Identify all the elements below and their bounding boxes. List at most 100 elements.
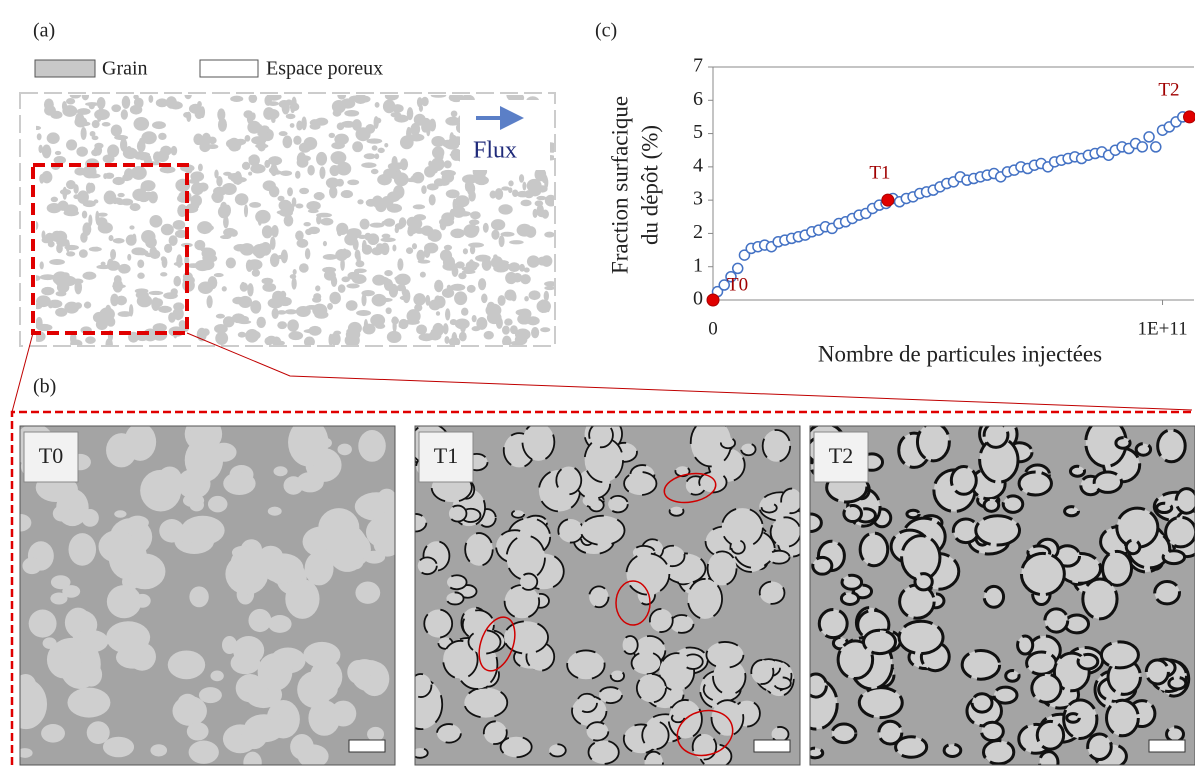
grain — [199, 258, 215, 271]
pore — [900, 534, 942, 582]
grain — [463, 224, 479, 238]
grain — [544, 281, 554, 287]
pore — [303, 641, 341, 668]
y-tick-label: 4 — [693, 154, 703, 176]
grain — [221, 183, 237, 195]
pore — [810, 746, 825, 760]
grain — [245, 259, 253, 272]
grain — [352, 238, 359, 251]
grain — [105, 338, 113, 345]
grain — [173, 275, 182, 287]
image-label: T1 — [434, 443, 458, 468]
grain — [443, 244, 453, 251]
grain — [319, 166, 326, 179]
grain — [355, 260, 365, 268]
grain — [479, 172, 486, 183]
pore — [308, 700, 341, 736]
pore — [730, 539, 746, 555]
grain — [330, 151, 347, 165]
grain — [49, 258, 65, 266]
grain — [148, 191, 158, 204]
grain — [39, 173, 45, 184]
micrograph — [415, 426, 800, 765]
legend-swatch — [34, 59, 96, 78]
grain — [190, 194, 203, 207]
panel-label: (a) — [33, 20, 55, 42]
pore — [1030, 672, 1063, 704]
grain — [450, 283, 466, 291]
grain — [243, 204, 249, 218]
pore — [50, 575, 71, 590]
grain — [36, 221, 39, 230]
grain — [394, 275, 406, 281]
grain — [265, 109, 280, 120]
pore — [720, 507, 764, 549]
grain — [366, 138, 383, 144]
grain — [371, 195, 384, 208]
pore — [898, 583, 936, 620]
grain — [450, 110, 458, 118]
grain — [439, 220, 447, 231]
grain — [137, 98, 144, 108]
grain — [151, 121, 166, 130]
grain — [514, 334, 528, 345]
grain — [161, 256, 168, 269]
flow-label: Flux — [473, 138, 517, 164]
image-label: T0 — [39, 443, 63, 468]
data-point — [1150, 141, 1162, 153]
grain — [386, 330, 402, 344]
grain — [177, 194, 192, 203]
pore — [1063, 505, 1080, 518]
grain — [329, 164, 340, 177]
grain — [303, 136, 318, 151]
grain — [301, 116, 307, 131]
pore — [905, 508, 921, 520]
grain — [316, 214, 322, 225]
grain — [461, 307, 469, 316]
grain — [133, 95, 139, 100]
pore — [607, 495, 629, 514]
grain — [38, 144, 43, 154]
pore — [842, 504, 863, 524]
grain — [144, 252, 156, 258]
grain — [361, 293, 367, 307]
grain — [112, 284, 126, 289]
grain — [351, 119, 362, 131]
grain — [344, 109, 360, 117]
pore — [588, 426, 614, 449]
grain — [216, 175, 223, 187]
grain — [328, 132, 336, 138]
grain — [289, 123, 295, 128]
grain — [304, 248, 311, 260]
grain — [504, 318, 513, 326]
grain — [211, 190, 224, 204]
grain — [431, 135, 446, 147]
grain — [129, 203, 141, 212]
highlight-region — [478, 616, 516, 672]
grain — [413, 293, 426, 306]
pore — [719, 436, 736, 450]
pore — [482, 720, 508, 745]
grain — [392, 244, 397, 252]
pore — [67, 687, 111, 718]
scale-bar — [348, 739, 386, 753]
image-border — [19, 425, 396, 766]
grain — [450, 134, 458, 145]
grain — [523, 267, 530, 273]
pore — [198, 687, 222, 704]
grain — [88, 214, 93, 227]
grain — [384, 270, 393, 277]
grain — [119, 138, 128, 152]
legend-label: Grain — [102, 58, 148, 80]
grain — [164, 243, 173, 253]
grain — [271, 224, 279, 238]
image-label-box — [813, 431, 869, 483]
pore — [894, 735, 929, 759]
grain — [387, 204, 399, 212]
pore — [1124, 538, 1142, 556]
grain — [148, 95, 154, 103]
grain — [544, 176, 549, 189]
grain — [46, 132, 60, 144]
grain — [159, 166, 176, 174]
grain — [221, 286, 227, 292]
